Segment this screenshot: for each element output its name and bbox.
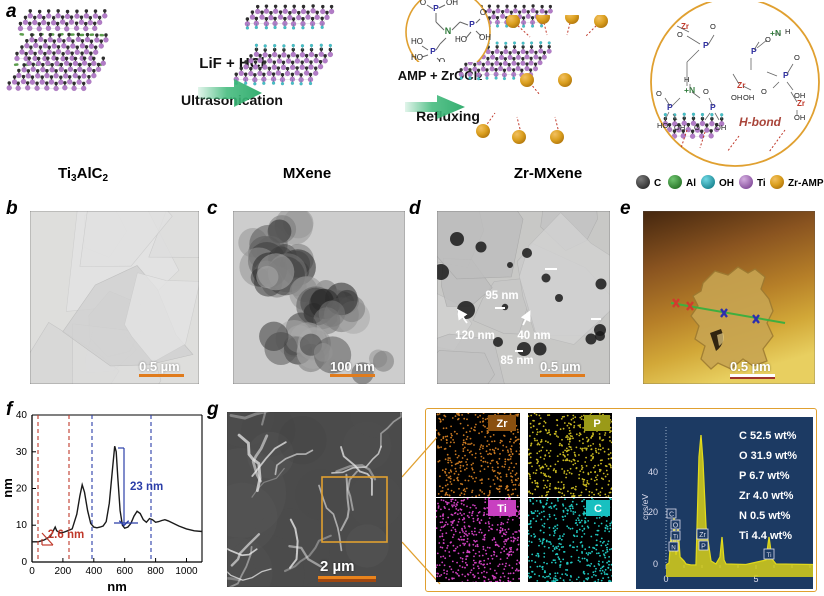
svg-text:Zr: Zr	[497, 418, 509, 430]
svg-text:O: O	[761, 87, 767, 96]
svg-text:cps/eV: cps/eV	[640, 494, 650, 520]
svg-text:1000: 1000	[175, 566, 198, 577]
svg-text:N: N	[671, 545, 676, 552]
svg-text:HO: HO	[411, 53, 423, 62]
svg-text:C: C	[669, 512, 674, 519]
svg-text:O: O	[480, 8, 486, 17]
svg-text:C 52.5 wt%: C 52.5 wt%	[739, 430, 797, 442]
svg-text:O: O	[673, 523, 679, 530]
svg-text:HO: HO	[411, 37, 423, 46]
svg-text:O: O	[439, 57, 445, 62]
svg-text:P: P	[701, 544, 706, 551]
svg-text:Ti: Ti	[757, 178, 766, 189]
svg-text:2.6 nm: 2.6 nm	[48, 529, 84, 541]
svg-text:C: C	[594, 503, 602, 515]
svg-text:0: 0	[21, 557, 27, 568]
svg-text:C: C	[654, 178, 661, 189]
svg-text:OH: OH	[794, 113, 805, 122]
svg-text:Ti: Ti	[497, 503, 507, 515]
svg-text:0: 0	[653, 559, 658, 569]
svg-text:P: P	[593, 418, 600, 430]
svg-text:P: P	[433, 3, 439, 13]
svg-text:OH: OH	[715, 123, 726, 132]
svg-text:800: 800	[147, 566, 164, 577]
svg-text:N: N	[445, 26, 452, 36]
svg-text:HO: HO	[657, 121, 668, 130]
svg-text:OH: OH	[479, 33, 491, 42]
svg-text:Ti: Ti	[766, 552, 771, 559]
svg-text:OH: OH	[743, 93, 754, 102]
svg-text:O: O	[710, 22, 716, 31]
svg-text:40 nm: 40 nm	[517, 330, 550, 342]
svg-text:Zr: Zr	[797, 99, 805, 108]
svg-text:N 0.5 wt%: N 0.5 wt%	[739, 510, 791, 522]
svg-text:OH: OH	[719, 178, 734, 189]
svg-text:O: O	[703, 87, 709, 96]
svg-text:O 31.9 wt%: O 31.9 wt%	[739, 450, 797, 462]
svg-text:40: 40	[648, 467, 658, 477]
svg-text:40: 40	[16, 410, 28, 421]
svg-text:P: P	[469, 19, 475, 29]
svg-text:600: 600	[116, 566, 133, 577]
svg-text:H: H	[785, 27, 790, 36]
svg-text:10: 10	[16, 520, 28, 531]
svg-text:nm: nm	[0, 478, 15, 498]
svg-text:HO: HO	[455, 35, 467, 44]
svg-text:P 6.7 wt%: P 6.7 wt%	[739, 470, 790, 482]
svg-text:0: 0	[29, 566, 35, 577]
svg-text:P: P	[751, 46, 757, 56]
svg-text:OH: OH	[446, 0, 458, 7]
svg-text:30: 30	[16, 447, 28, 458]
svg-text:P: P	[667, 102, 673, 112]
svg-text:O: O	[420, 0, 426, 7]
svg-text:P: P	[430, 46, 436, 56]
svg-text:O: O	[656, 89, 662, 98]
svg-text:O: O	[677, 30, 683, 39]
svg-text:Zr: Zr	[737, 80, 746, 90]
svg-text:Zr-AMP: Zr-AMP	[788, 178, 824, 189]
svg-text:O: O	[794, 53, 800, 62]
svg-text:23 nm: 23 nm	[130, 481, 163, 493]
svg-text:H-bond: H-bond	[739, 115, 782, 129]
svg-text:Ti: Ti	[673, 534, 678, 541]
svg-text:200: 200	[55, 566, 72, 577]
svg-text:85 nm: 85 nm	[500, 355, 533, 367]
svg-text:P: P	[710, 102, 716, 112]
svg-text:20: 20	[16, 484, 28, 495]
svg-text:O: O	[694, 123, 700, 132]
svg-text:400: 400	[85, 566, 102, 577]
svg-text:O: O	[765, 35, 771, 44]
svg-text:Zr 4.0 wt%: Zr 4.0 wt%	[739, 490, 794, 502]
svg-text:120 nm: 120 nm	[455, 330, 495, 342]
svg-text:Al: Al	[686, 178, 696, 189]
svg-text:+N: +N	[770, 28, 781, 38]
svg-text:OH: OH	[674, 123, 685, 132]
svg-text:Ti 4.4 wt%: Ti 4.4 wt%	[739, 530, 792, 542]
svg-text:Zr: Zr	[699, 532, 706, 539]
svg-text:95 nm: 95 nm	[485, 290, 518, 302]
svg-text:OH: OH	[731, 93, 742, 102]
svg-text:nm: nm	[107, 579, 127, 594]
